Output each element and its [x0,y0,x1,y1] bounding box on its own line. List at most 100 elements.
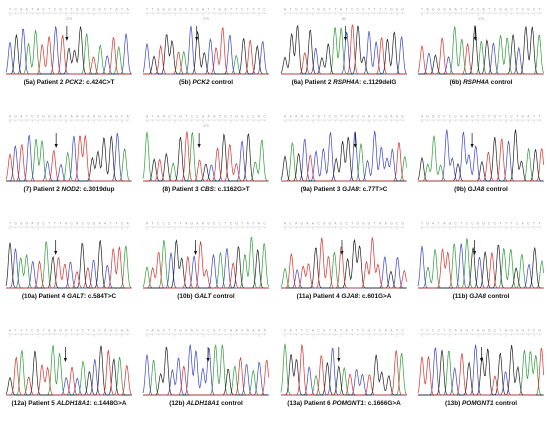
panel-caption: (5b) PCK2 control [141,79,271,86]
caption-prefix: (9b) [454,186,468,193]
svg-text:C: C [82,329,85,333]
svg-text:A: A [241,115,244,119]
svg-text:G: G [306,115,309,119]
variant-arrow-icon [479,347,484,362]
svg-text:T: T [152,222,154,226]
caption-gene: GJA8 [469,293,486,300]
svg-text:A: A [460,329,463,333]
svg-text:A: A [258,115,261,119]
caption-gene: RSPH4A [333,79,360,86]
svg-text:C: C [340,222,343,226]
trace-T [143,241,269,289]
svg-text:T: T [174,222,176,226]
svg-text:A: A [306,222,309,226]
svg-text:A: A [301,115,304,119]
panel-caption: (13a) Patient 6 POMGNT1: c.1666G>A [279,400,409,407]
caption-variant: : c.77T>C [358,186,388,193]
caption-gene: PCK2 [65,79,83,86]
svg-text:T: T [258,8,260,12]
svg-text:A: A [76,222,79,226]
svg-text:G: G [224,115,227,119]
panel-12b: T A G C T T G G A C T C G T C A A G A A A A (12b) ALDH18A1 con… [141,325,271,415]
caption-prefix: (13b) [444,400,462,407]
svg-text:C: C [454,115,457,119]
trace-C [142,25,269,75]
caption-gene: NOD2 [61,186,80,193]
svg-text:C: C [54,8,57,12]
panel-13a: C A T T C A C G T A T A T T C G T C A A T C (13a) Patient 6 PO… [279,325,409,415]
svg-text:T: T [9,222,11,226]
panel-caption: (6a) Patient 2 RSPH4A: c.1129delG [279,79,409,86]
caption-variant: : c.1448G>A [89,400,127,407]
variant-arrow-icon [470,133,474,148]
svg-text:G: G [59,329,62,333]
caption-prefix: (10b) [177,293,195,300]
svg-text:A: A [284,115,287,119]
svg-text:G: G [396,115,399,119]
panel-9b: A G G C C C C G A G T C C G C C C T G A T T (9b) GJA8 control [416,111,546,201]
svg-text:T: T [121,8,123,12]
svg-text:G: G [488,329,491,333]
svg-text:T: T [152,8,154,12]
svg-text:C: C [168,115,171,119]
svg-text:C: C [37,115,40,119]
svg-text:T: T [379,8,381,12]
panel-caption: (9a) Patient 3 GJA8: c.77T>C [279,186,409,193]
svg-text:G: G [76,8,79,12]
svg-text:T: T [295,329,297,333]
svg-text:C: C [219,115,222,119]
svg-text:G: G [20,222,23,226]
svg-text:T: T [301,329,303,333]
svg-text:C: C [115,329,118,333]
variant-arrow-icon [54,133,58,148]
position-label: 80 [342,17,346,21]
variant-arrow-icon [195,26,199,41]
svg-text:C: C [494,8,497,12]
svg-text:T: T [334,8,336,12]
svg-text:A: A [289,115,292,119]
svg-text:A: A [59,115,62,119]
svg-text:A: A [20,8,23,12]
caption-gene: RSPH4A [463,79,489,86]
panel-caption: (12a) Patient 5 ALDH18A1: c.1448G>A [4,400,134,407]
svg-text:C: C [494,329,497,333]
svg-text:G: G [426,222,429,226]
svg-text:C: C [482,115,485,119]
svg-text:G: G [202,115,205,119]
svg-text:T: T [87,329,89,333]
chromatogram-trace-6a: G T G T C T G G T T A T C C C T T T T G G G80 [280,8,407,75]
svg-text:G: G [482,329,485,333]
svg-text:A: A [31,222,34,226]
svg-text:C: C [42,222,45,226]
svg-text:A: A [87,115,90,119]
svg-text:T: T [499,222,501,226]
svg-text:A: A [340,8,343,12]
svg-text:T: T [374,115,376,119]
svg-text:A: A [390,115,393,119]
panel-5b: T T G G G G G C A G A T T G A T T C T T T C 270 (5b) PCK2 contr… [141,4,271,94]
svg-text:G: G [157,329,160,333]
svg-text:T: T [533,222,535,226]
svg-text:G: G [477,222,480,226]
trace-T [143,131,269,182]
svg-text:C: C [306,329,309,333]
caption-variant: : c.601G>A [358,293,392,300]
trace-G [143,133,269,182]
trace-T [417,37,544,75]
svg-text:C: C [42,8,45,12]
svg-text:T: T [252,222,254,226]
svg-text:A: A [368,115,371,119]
svg-text:G: G [471,115,474,119]
svg-text:A: A [295,222,298,226]
trace-G [418,345,544,396]
svg-text:T: T [230,8,232,12]
svg-text:G: G [207,222,210,226]
svg-text:G: G [98,8,101,12]
panel-caption: (13b) POMGNT1 control [416,400,546,407]
svg-text:C: C [289,222,292,226]
svg-text:A: A [312,329,315,333]
trace-T [6,349,132,396]
